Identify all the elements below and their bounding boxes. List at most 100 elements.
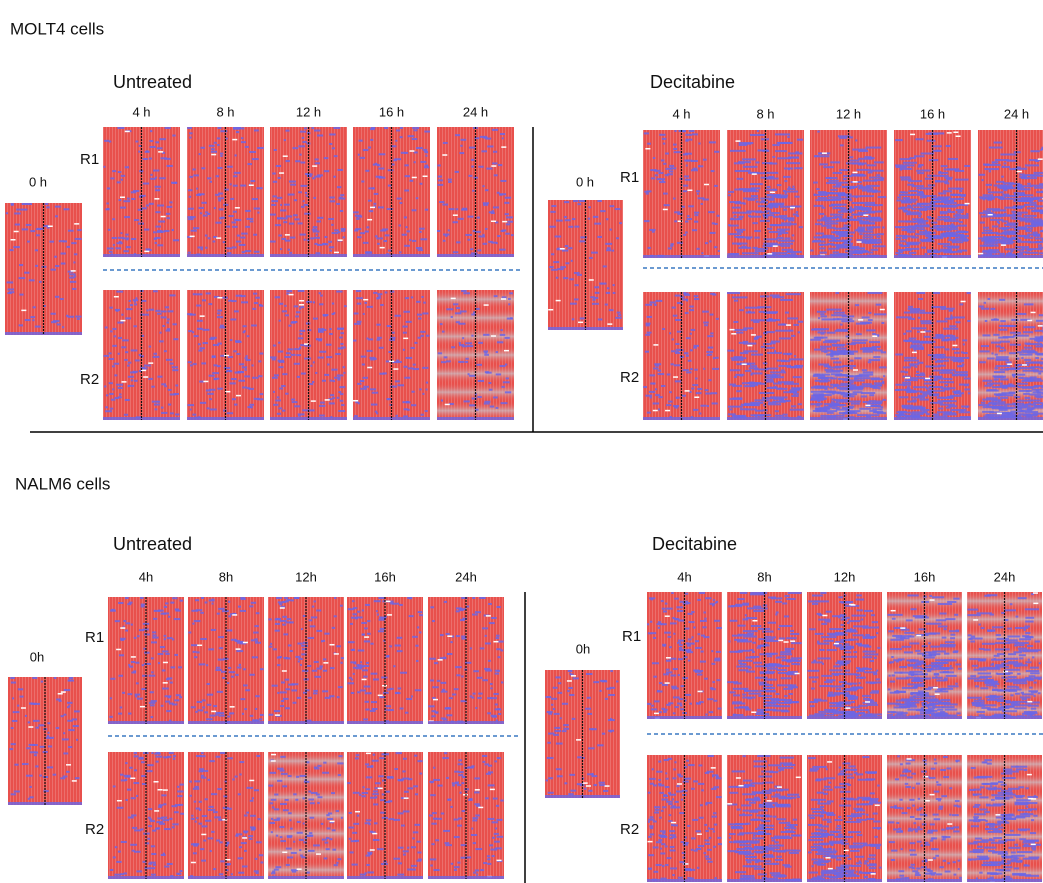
methyl-mark (460, 145, 462, 147)
methyl-mark (129, 767, 133, 769)
methyl-mark (432, 620, 435, 622)
methyl-mark (233, 127, 236, 129)
methyl-mark (251, 180, 256, 182)
methyl-mark (920, 372, 925, 374)
methyl-mark (131, 349, 138, 351)
methyl-mark (217, 310, 222, 312)
methyl-mark (151, 671, 153, 673)
methyl-mark (397, 874, 404, 876)
methyl-mark (134, 769, 137, 771)
methyl-mark (843, 365, 856, 367)
methyl-mark (834, 228, 849, 230)
mark-white (1027, 320, 1032, 322)
methyl-mark (699, 165, 703, 167)
methyl-mark (134, 851, 141, 853)
methyl-mark (230, 318, 236, 320)
methyl-mark (128, 664, 130, 666)
methyl-mark (134, 380, 138, 382)
methyl-mark (275, 296, 281, 298)
mark-white (299, 304, 304, 306)
methyl-mark (477, 249, 481, 251)
methyl-mark (279, 361, 285, 363)
methyl-mark (777, 184, 782, 186)
methyl-mark (298, 290, 305, 292)
methyl-mark (418, 317, 421, 319)
methyl-mark (553, 708, 555, 710)
methyl-mark (471, 398, 476, 400)
methyl-mark (716, 627, 721, 629)
mark-white (729, 329, 734, 331)
methyl-mark (446, 777, 449, 779)
methyl-mark (925, 206, 931, 208)
methyl-mark (381, 863, 388, 865)
methyl-mark (683, 369, 689, 371)
heatmap-panel (270, 127, 347, 257)
methyl-mark (412, 869, 416, 871)
methyl-mark (410, 180, 414, 182)
methyl-mark (940, 212, 948, 214)
methyl-mark (68, 746, 72, 748)
methyl-mark (906, 330, 912, 332)
methyl-mark (387, 776, 394, 778)
methyl-mark (64, 689, 70, 691)
methyl-mark (668, 636, 672, 638)
methyl-mark (247, 387, 251, 389)
methyl-mark (217, 316, 223, 318)
methyl-mark (350, 623, 353, 625)
methyl-mark (29, 796, 33, 798)
methyl-mark (237, 127, 239, 129)
methyl-mark (989, 236, 992, 238)
methyl-mark (251, 364, 253, 366)
methyl-mark (425, 155, 427, 157)
methyl-mark (170, 602, 174, 604)
methyl-mark (112, 218, 115, 220)
methyl-mark (46, 737, 51, 739)
time-label: 4h (139, 569, 153, 584)
time-label: 8h (219, 569, 233, 584)
methyl-mark (324, 857, 328, 859)
methyl-mark (647, 190, 652, 192)
methyl-mark (352, 832, 357, 834)
methyl-mark (443, 240, 446, 242)
methyl-mark (417, 851, 421, 853)
methyl-mark (167, 756, 171, 758)
methyl-mark (269, 772, 276, 774)
methyl-mark (457, 784, 461, 786)
methyl-mark (254, 398, 260, 400)
methyl-mark (602, 733, 605, 735)
methyl-mark (661, 623, 667, 625)
methyl-mark (791, 335, 795, 337)
methyl-mark (193, 845, 198, 847)
heatmap-panel (727, 292, 804, 420)
mark-white (872, 335, 877, 337)
methyl-mark (673, 198, 675, 200)
mark-white (201, 834, 206, 836)
methyl-mark (133, 325, 136, 327)
methyl-mark (121, 841, 127, 843)
methyl-mark (615, 208, 621, 210)
methyl-mark (337, 397, 340, 399)
heatmap-panel (108, 597, 184, 724)
methyl-mark (453, 303, 458, 305)
methyl-mark (217, 365, 221, 367)
methyl-mark (288, 348, 293, 350)
methyl-mark (134, 755, 139, 757)
methyl-mark (822, 374, 830, 376)
methyl-mark (195, 821, 197, 823)
methyl-mark (419, 631, 422, 633)
methyl-mark (989, 147, 1003, 149)
time-label: 16h (374, 569, 396, 584)
methyl-mark (445, 235, 447, 237)
methyl-mark (162, 669, 166, 671)
methyl-mark (909, 338, 917, 340)
methyl-mark (271, 818, 273, 820)
methyl-mark (553, 734, 559, 736)
methyl-mark (500, 334, 506, 336)
methyl-mark (254, 789, 259, 791)
methyl-mark (268, 618, 271, 620)
methyl-mark (150, 178, 156, 180)
methyl-mark (296, 354, 301, 356)
methyl-mark (373, 203, 376, 205)
methyl-mark (611, 250, 614, 252)
methyl-mark (34, 754, 37, 756)
